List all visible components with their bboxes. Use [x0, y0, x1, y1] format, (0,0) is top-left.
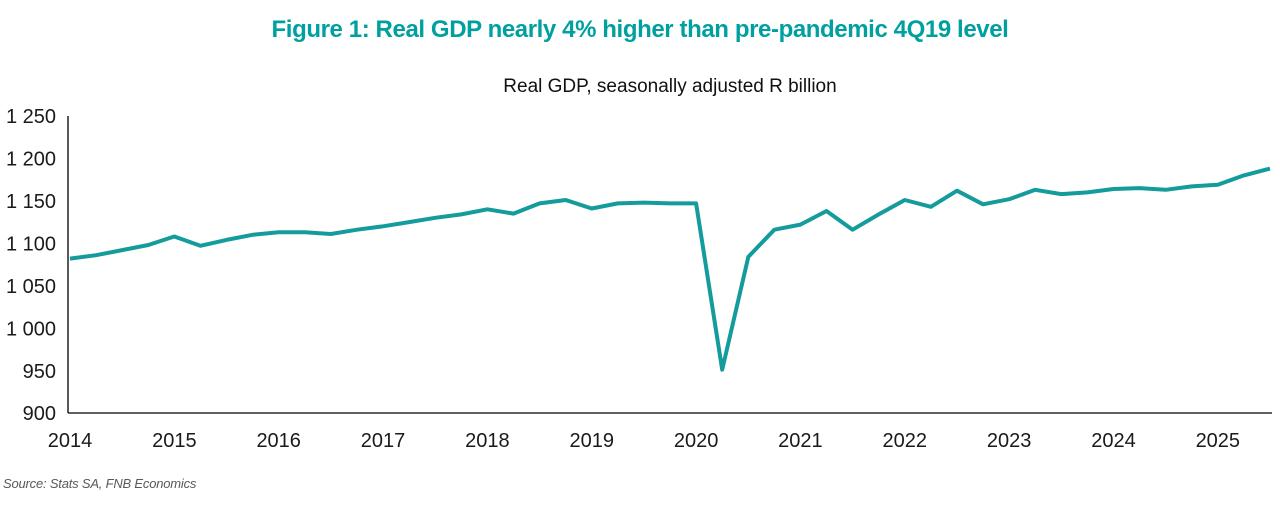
x-tick-label: 2017	[361, 430, 406, 452]
y-tick-label: 1 200	[6, 149, 56, 171]
x-tick-label: 2018	[465, 430, 510, 452]
x-tick-label: 2015	[152, 430, 197, 452]
x-tick-label: 2025	[1196, 430, 1241, 452]
y-tick-label: 1 250	[6, 106, 56, 128]
source-note: Source: Stats SA, FNB Economics	[3, 476, 197, 491]
y-tick-label: 900	[23, 403, 56, 425]
x-tick-label: 2023	[987, 430, 1032, 452]
y-tick-label: 1 050	[6, 276, 56, 298]
x-tick-label: 2016	[256, 430, 301, 452]
x-tick-label: 2014	[48, 430, 93, 452]
y-tick-label: 950	[23, 361, 56, 383]
chart-subtitle: Real GDP, seasonally adjusted R billion	[503, 76, 837, 97]
x-tick-label: 2019	[569, 430, 614, 452]
gdp-series-line	[69, 166, 1271, 372]
x-tick-label: 2020	[674, 430, 719, 452]
y-tick-label: 1 150	[6, 191, 56, 213]
x-tick-label: 2024	[1091, 430, 1136, 452]
x-tick-label: 2022	[883, 430, 928, 452]
figure-title: Figure 1: Real GDP nearly 4% higher than…	[271, 16, 1009, 43]
x-tick-label: 2021	[778, 430, 823, 452]
y-tick-label: 1 100	[6, 233, 56, 255]
y-tick-label: 1 000	[6, 318, 56, 340]
